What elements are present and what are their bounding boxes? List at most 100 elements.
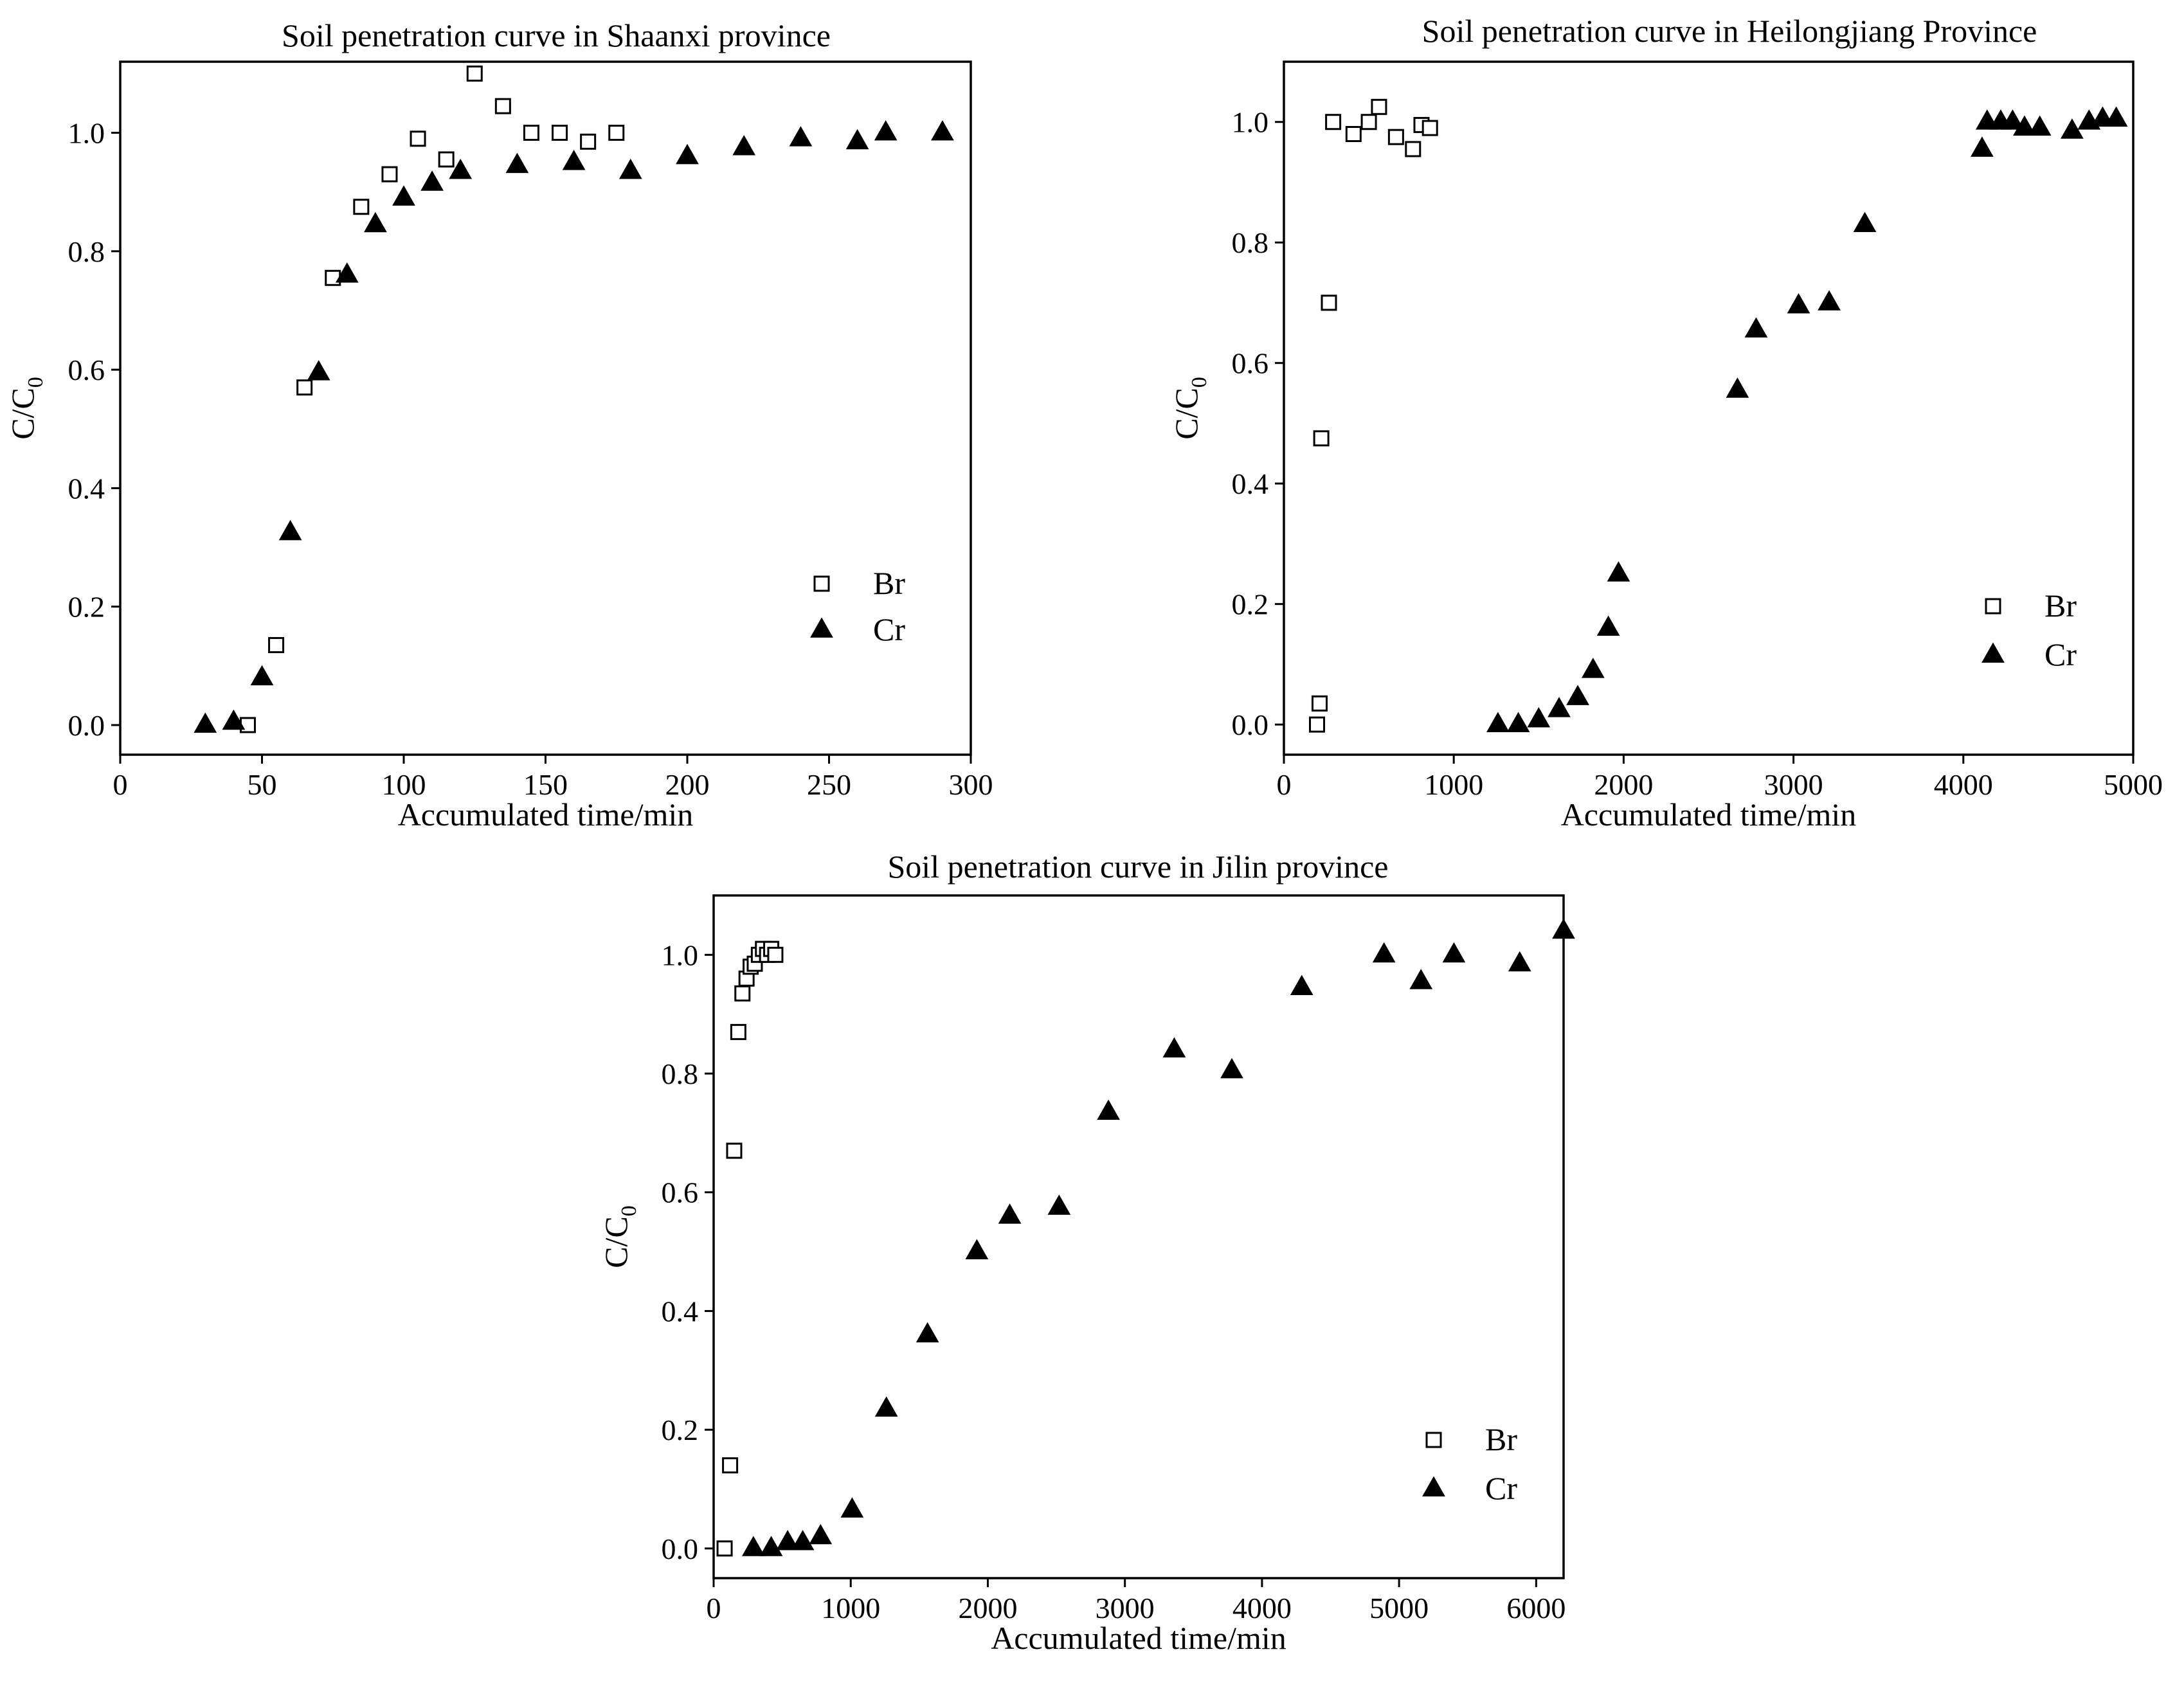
data-point-br bbox=[466, 65, 483, 82]
data-point-cr bbox=[1548, 697, 1571, 717]
x-tick-label: 4000 bbox=[1934, 768, 1993, 801]
data-point-cr bbox=[1818, 290, 1841, 310]
data-point-cr bbox=[1508, 951, 1531, 972]
data-point-br bbox=[580, 133, 597, 150]
data-point-cr bbox=[1596, 615, 1620, 636]
data-point-cr bbox=[2013, 115, 2036, 136]
x-tick-label: 50 bbox=[248, 768, 277, 801]
legend-label-cr: Cr bbox=[873, 611, 905, 647]
data-point-cr bbox=[845, 129, 869, 150]
y-tick-label: 1.0 bbox=[662, 939, 699, 971]
data-point-cr bbox=[2028, 115, 2052, 136]
data-point-cr bbox=[1047, 1194, 1071, 1215]
x-tick-label: 200 bbox=[665, 768, 710, 801]
data-point-br bbox=[1360, 114, 1377, 130]
y-axis-label: C/C0 bbox=[5, 377, 48, 440]
data-point-br bbox=[767, 946, 784, 963]
data-point-br bbox=[1321, 294, 1337, 311]
data-point-cr bbox=[732, 134, 756, 156]
legend-marker-br bbox=[1425, 1432, 1442, 1448]
data-point-br bbox=[325, 269, 341, 286]
x-axis-label: Accumulated time/min bbox=[398, 796, 694, 832]
data-point-cr bbox=[741, 1536, 765, 1556]
data-point-br bbox=[1311, 695, 1328, 712]
data-point-br bbox=[552, 125, 568, 141]
data-point-cr bbox=[2001, 109, 2025, 130]
data-point-cr bbox=[1409, 969, 1433, 989]
x-tick-label: 0 bbox=[707, 1592, 721, 1624]
x-tick-label: 0 bbox=[113, 768, 128, 801]
data-point-cr bbox=[965, 1239, 989, 1259]
data-point-cr bbox=[931, 120, 954, 141]
data-point-cr bbox=[1220, 1057, 1243, 1079]
data-point-cr bbox=[1506, 712, 1530, 733]
x-tick-label: 4000 bbox=[1232, 1592, 1292, 1624]
legend-label-cr: Cr bbox=[2044, 636, 2077, 672]
chart-title: Soil penetration curve in Heilongjiang P… bbox=[1422, 13, 2037, 49]
y-tick-label: 0.6 bbox=[68, 354, 105, 386]
data-point-br bbox=[1309, 716, 1326, 733]
data-point-br bbox=[1421, 120, 1438, 136]
charts-container: Soil penetration curve in Shaanxi provin… bbox=[5, 13, 2163, 1656]
y-tick-label: 0.4 bbox=[1232, 467, 1269, 500]
y-tick-label: 0.8 bbox=[1232, 226, 1269, 259]
data-point-cr bbox=[676, 143, 699, 165]
chart-3: Soil penetration curve in Jilin province… bbox=[598, 849, 1575, 1656]
y-tick-label: 0.2 bbox=[1232, 588, 1269, 621]
x-tick-label: 100 bbox=[382, 768, 426, 801]
data-point-br bbox=[494, 98, 511, 114]
data-point-cr bbox=[809, 1524, 833, 1545]
data-point-br bbox=[438, 151, 455, 168]
data-point-cr bbox=[776, 1529, 799, 1551]
x-tick-label: 1000 bbox=[1424, 768, 1483, 801]
series-cr bbox=[741, 918, 1575, 1556]
data-point-cr bbox=[1787, 293, 1810, 314]
data-point-br bbox=[523, 125, 539, 141]
legend-marker-cr bbox=[1422, 1476, 1445, 1497]
data-point-cr bbox=[1853, 211, 1877, 232]
x-tick-label: 250 bbox=[807, 768, 851, 801]
y-tick-label: 0.0 bbox=[1232, 708, 1269, 741]
data-point-cr bbox=[562, 150, 586, 170]
data-point-cr bbox=[1607, 561, 1630, 582]
data-point-br bbox=[608, 125, 625, 141]
data-point-br bbox=[722, 1457, 739, 1474]
data-point-br bbox=[296, 379, 313, 396]
data-point-br bbox=[1313, 430, 1330, 447]
data-point-cr bbox=[392, 185, 415, 206]
legend-marker-cr bbox=[1981, 642, 2005, 663]
y-axis-label-main: C/C bbox=[1168, 388, 1204, 440]
data-point-cr bbox=[1290, 975, 1313, 996]
x-tick-label: 5000 bbox=[1369, 1592, 1429, 1624]
data-point-cr bbox=[874, 120, 898, 141]
data-point-br bbox=[268, 637, 285, 654]
x-tick-label: 3000 bbox=[1096, 1592, 1155, 1624]
y-axis-label-subscript: 0 bbox=[617, 1205, 641, 1216]
y-tick-label: 0.2 bbox=[662, 1414, 699, 1446]
data-point-cr bbox=[1552, 918, 1575, 939]
data-point-br bbox=[726, 1142, 743, 1159]
data-point-cr bbox=[1971, 136, 1994, 157]
data-point-cr bbox=[364, 211, 387, 233]
chart-title: Soil penetration curve in Shaanxi provin… bbox=[282, 17, 831, 53]
data-point-cr bbox=[335, 262, 359, 283]
data-point-cr bbox=[250, 665, 274, 686]
data-point-br bbox=[239, 717, 256, 733]
y-tick-label: 0.8 bbox=[68, 235, 105, 268]
data-point-cr bbox=[916, 1322, 939, 1343]
chart-1: Soil penetration curve in Shaanxi provin… bbox=[5, 17, 993, 832]
x-tick-label: 2000 bbox=[1594, 768, 1653, 801]
x-tick-label: 6000 bbox=[1506, 1592, 1566, 1624]
plot-frame bbox=[1283, 60, 2134, 756]
data-point-br bbox=[1387, 129, 1404, 145]
legend-marker-br bbox=[1985, 598, 2001, 615]
y-axis-label: C/C0 bbox=[598, 1205, 641, 1268]
legend-label-br: Br bbox=[873, 565, 905, 601]
data-point-cr bbox=[449, 158, 473, 179]
x-tick-label: 300 bbox=[949, 768, 993, 801]
data-point-cr bbox=[505, 152, 529, 174]
series-cr bbox=[1486, 106, 2128, 733]
data-point-br bbox=[1345, 125, 1362, 142]
data-point-cr bbox=[222, 709, 246, 730]
